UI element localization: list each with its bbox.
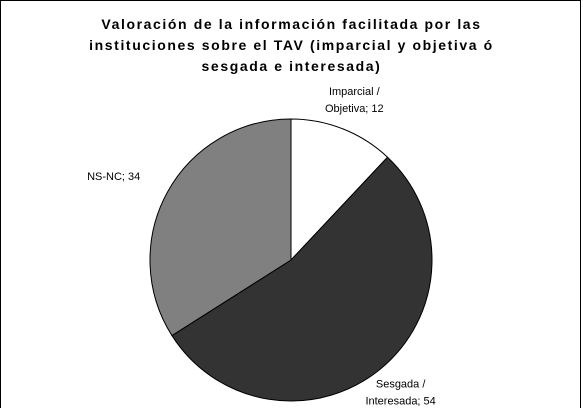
data-label: NS-NC; 34 <box>87 171 140 183</box>
chart-title: Valoración de la información facilitada … <box>89 16 494 74</box>
pie-slice <box>149 118 292 337</box>
data-label-line: Imparcial / <box>329 86 381 98</box>
data-label-line: Objetiva; 12 <box>325 103 384 115</box>
pie-slice <box>290 118 389 262</box>
data-label-line: Interesada; 54 <box>365 395 435 407</box>
data-label: Sesgada / Interesada; 54 <box>365 378 435 407</box>
data-label: Imparcial / Objetiva; 12 <box>325 86 384 115</box>
data-label-line: Sesgada / <box>376 378 426 390</box>
pie-slice <box>171 156 433 402</box>
